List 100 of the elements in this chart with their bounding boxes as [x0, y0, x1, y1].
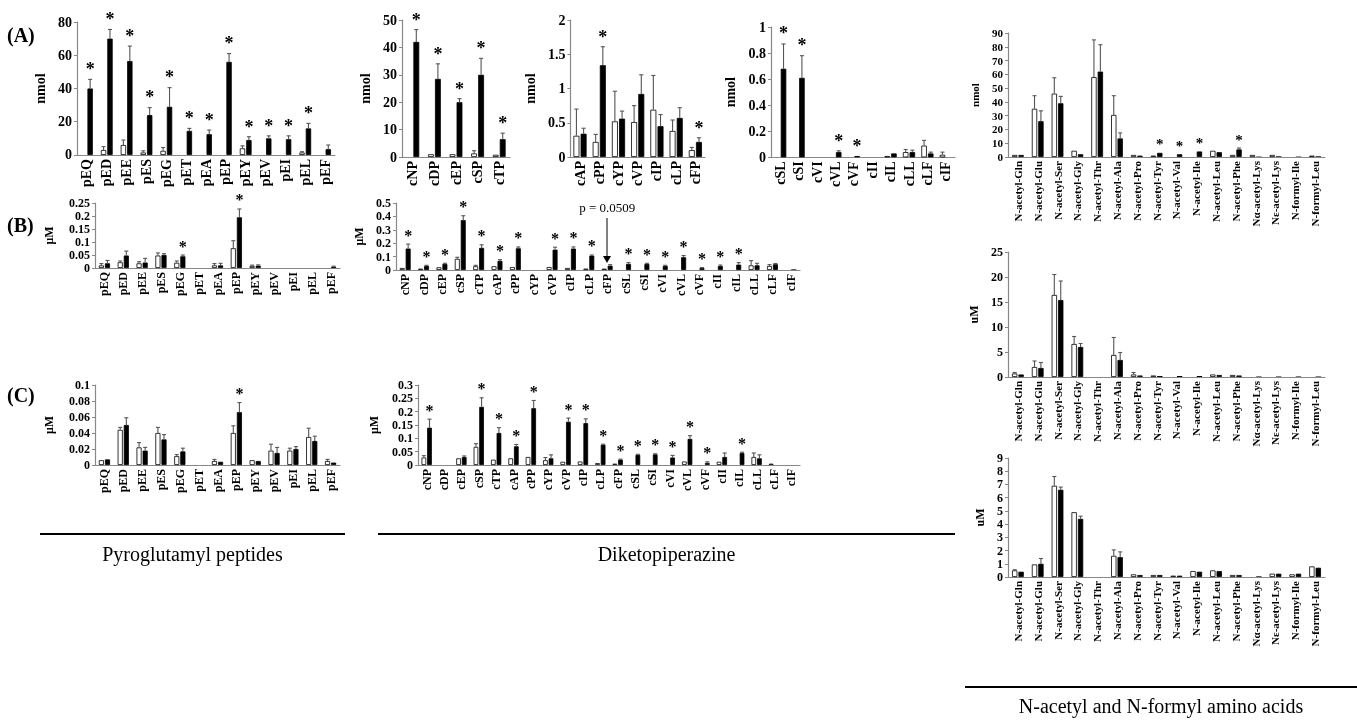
x-tick-label: cIL [732, 469, 747, 487]
data-label: * [651, 436, 660, 454]
x-tick-label: pEY [248, 468, 263, 493]
text: N-acetyl and N-formyl amino acids [1017, 695, 1305, 718]
y-tick-label: 0 [84, 261, 90, 275]
y-tick-label: 60 [992, 68, 1004, 81]
x-tick-label: pEG [158, 158, 174, 187]
x-tick-label: pEP [229, 272, 244, 295]
x-tick-label: Nα-acetyl-Lys [1249, 380, 1262, 447]
x-tick-label: N-acetyl-Glu [1031, 581, 1044, 642]
y-tick-label: 0.6 [748, 71, 766, 87]
x-tick-label: pEF [317, 158, 333, 185]
y-tick-label: 1 [558, 81, 566, 96]
y-tick-label: 1 [997, 556, 1003, 571]
y-tick-label: 20 [58, 114, 72, 130]
x-tick-label: pEQ [79, 158, 95, 187]
y-axis-title: nmol [357, 73, 373, 104]
x-tick-label: cIP [575, 469, 590, 487]
x-tick-label: cSI [636, 273, 651, 291]
x-tick-label: N-acetyl-Thr [1091, 580, 1104, 643]
y-tick-label: 0 [558, 149, 566, 165]
x-tick-label: pEL [304, 469, 319, 492]
data-label: * [779, 23, 789, 44]
y-tick-label: 10 [992, 137, 1004, 150]
x-tick-label: cIP [563, 274, 578, 292]
x-tick-label: pEQ [97, 272, 112, 297]
x-tick-label: N-acetyl-Ile [1190, 160, 1203, 216]
x-tick-label: N-acetyl-Phe [1229, 160, 1242, 222]
data-label: * [411, 9, 421, 30]
data-label: * [422, 247, 431, 265]
y-tick-label: 5 [997, 503, 1003, 518]
x-tick-label: N-acetyl-Ser [1051, 380, 1064, 440]
x-tick-label: N-acetyl-Leu [1210, 381, 1223, 443]
x-tick-label: pET [191, 272, 206, 295]
data-label: * [694, 117, 704, 138]
x-tick-label: pEA [210, 271, 225, 296]
y-tick-label: 0.2 [748, 123, 766, 139]
y-tick-label: 0.02 [69, 442, 90, 456]
y-tick-label: 0.4 [748, 97, 766, 113]
x-tick-label: N-acetyl-Thr [1091, 160, 1104, 223]
data-label: * [599, 426, 608, 444]
x-tick-label: cEP [448, 160, 464, 186]
data-label: * [512, 426, 521, 444]
data-label: * [178, 237, 187, 255]
data-label: * [425, 401, 434, 419]
data-label: * [668, 437, 677, 455]
y-tick-label: 0.06 [69, 410, 90, 424]
data-label: * [235, 191, 244, 209]
data-label: * [476, 38, 486, 59]
x-tick-label: pET [191, 469, 206, 492]
chart-title: (A) [7, 24, 35, 47]
x-tick-label: cVP [545, 274, 560, 296]
bar [186, 130, 193, 155]
data-label: * [184, 108, 194, 129]
x-tick-label: cVI [662, 468, 677, 488]
y-tick-label: 0.25 [69, 196, 90, 210]
x-tick-label: cDP [426, 160, 442, 186]
x-tick-label: cIL [883, 161, 899, 183]
x-tick-label: N-formyl-Ile [1289, 580, 1302, 641]
x-tick-label: pEV [267, 271, 282, 296]
y-tick-label: 0.1 [75, 378, 90, 392]
data-label: * [685, 418, 694, 436]
text: (B) [7, 214, 34, 237]
x-tick-label: pES [153, 468, 168, 491]
bar [670, 457, 675, 465]
x-tick-label: cDP [437, 469, 452, 491]
data-label: * [498, 113, 508, 134]
y-tick-label: 3 [997, 530, 1003, 545]
y-axis-title: nmol [32, 73, 48, 104]
x-tick-label: N-acetyl-Val [1170, 161, 1183, 220]
y-tick-label: 80 [992, 40, 1004, 53]
x-tick-label: cSL [618, 274, 633, 295]
x-tick-label: pEV [258, 158, 274, 187]
x-tick-label: cVI [655, 273, 670, 293]
y-axis-title: μM [42, 226, 56, 245]
data-label: * [679, 238, 688, 256]
x-tick-label: cIL [728, 274, 743, 292]
data-label: * [581, 401, 590, 419]
data-label: * [459, 198, 468, 216]
x-tick-label: N-acetyl-Pro [1130, 380, 1143, 441]
y-axis-title: nmol [968, 83, 981, 107]
data-label: * [1195, 134, 1204, 151]
bar [652, 454, 658, 465]
y-tick-label: 50 [992, 82, 1004, 95]
x-tick-label: N-acetyl-Leu [1210, 581, 1223, 643]
y-axis-title: uM [967, 305, 981, 324]
data-label: * [1235, 131, 1243, 148]
x-tick-label: N-acetyl-Gln [1011, 161, 1024, 222]
y-tick-label: 0.15 [69, 222, 90, 236]
y-tick-label: 0.15 [392, 418, 413, 432]
x-tick-label: N-acetyl-Phe [1229, 580, 1242, 642]
bar [266, 138, 272, 155]
y-tick-label: 10 [991, 320, 1003, 334]
y-tick-label: 0.25 [392, 391, 413, 406]
bar [87, 88, 93, 155]
y-tick-label: 90 [992, 27, 1004, 39]
data-label: * [624, 245, 633, 263]
x-tick-label: cFP [610, 469, 625, 489]
data-label: * [716, 247, 725, 265]
y-tick-label: 6 [997, 490, 1003, 505]
